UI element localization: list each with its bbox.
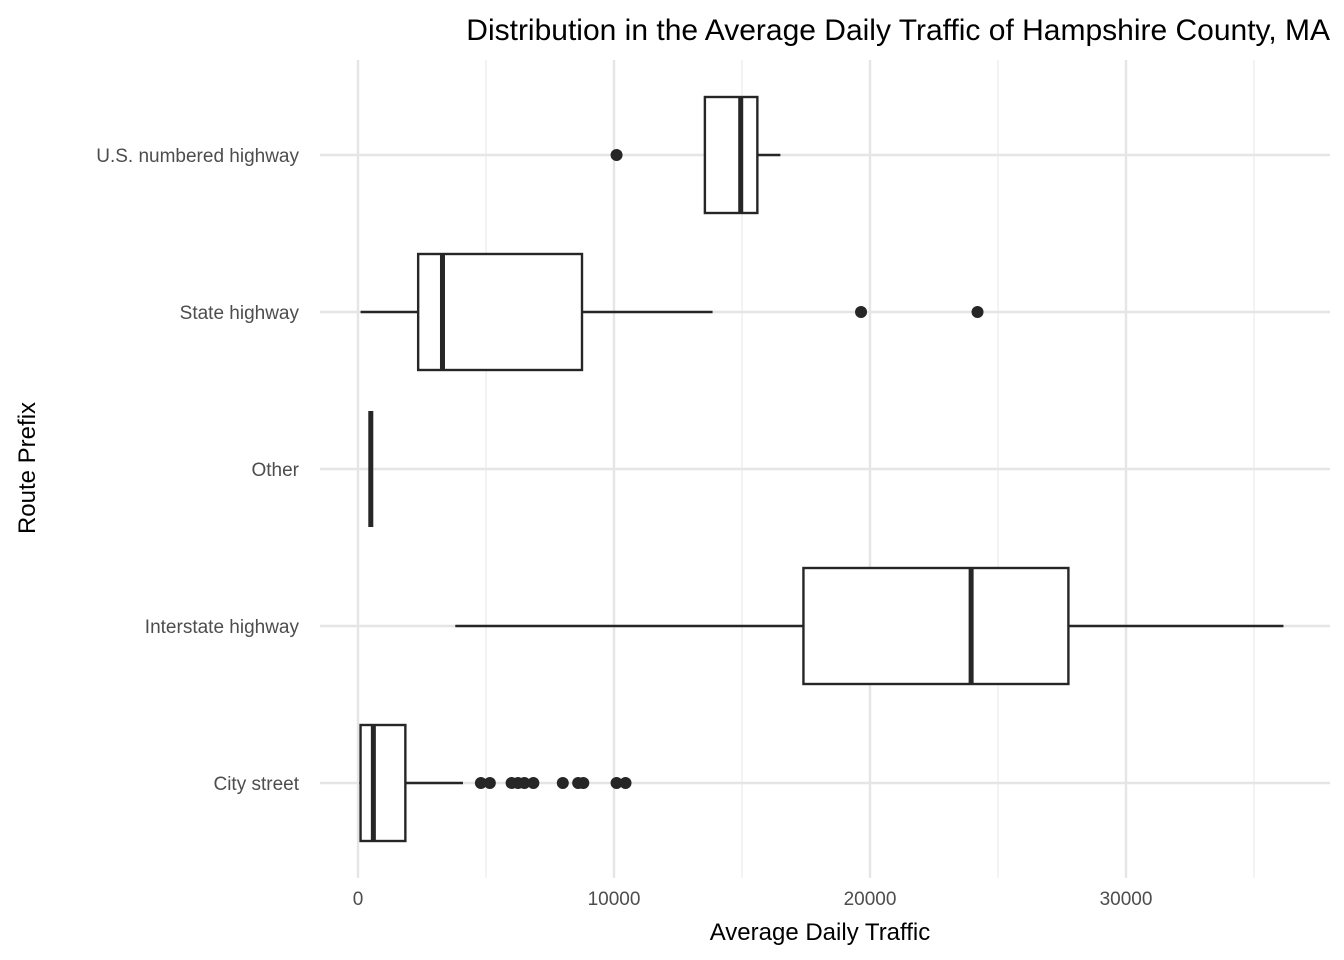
box [703, 95, 759, 215]
outlier-point [855, 306, 868, 318]
outlier-point [619, 777, 632, 789]
outlier-point [971, 306, 984, 318]
outlier-point [556, 777, 569, 789]
outlier-point [474, 777, 487, 789]
x-tick-label: 30000 [1100, 889, 1153, 910]
outlier-point [610, 149, 623, 161]
y-tick-label: State highway [180, 303, 300, 324]
boxes [359, 95, 1284, 843]
outlier-point [527, 777, 540, 789]
x-axis-label: Average Daily Traffic [710, 919, 931, 946]
y-tick-label: Other [251, 460, 299, 481]
y-axis-label: Route Prefix [14, 402, 41, 534]
x-tick-label: 0 [353, 889, 364, 910]
grid [320, 60, 1330, 878]
box [359, 723, 407, 843]
x-tick-label: 20000 [844, 889, 897, 910]
y-tick-label: Interstate highway [145, 617, 300, 638]
box [416, 252, 584, 372]
box [802, 566, 1070, 686]
y-tick-label: City street [213, 774, 299, 795]
y-tick-label: U.S. numbered highway [96, 146, 299, 167]
outlier-point [518, 777, 531, 789]
outlier-point [483, 777, 496, 789]
outlier-point [610, 777, 623, 789]
chart-title: Distribution in the Average Daily Traffi… [466, 14, 1330, 47]
outlier-point [577, 777, 590, 789]
axes: 0 10000 20000 30000 U.S. numbered highway Sta… [96, 146, 1152, 910]
x-tick-label: 10000 [588, 889, 641, 910]
